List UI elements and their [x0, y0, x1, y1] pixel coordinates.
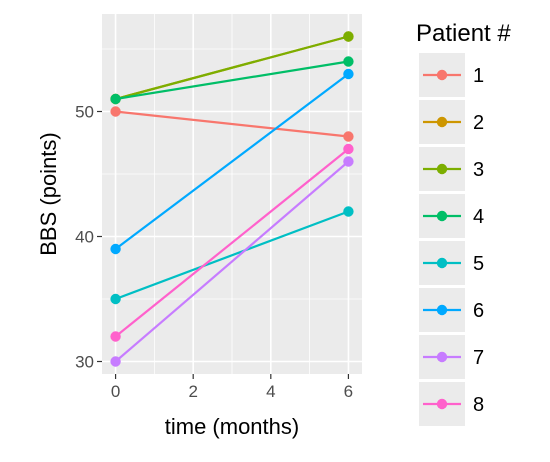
data-point — [343, 206, 354, 217]
series-line — [115, 35, 349, 101]
series-line — [115, 60, 349, 101]
legend-title: Patient # — [416, 20, 511, 47]
legend-key-point — [436, 163, 448, 175]
series-line — [115, 110, 349, 138]
series-patient-1 — [110, 106, 354, 142]
legend-label: 5 — [473, 253, 484, 275]
axes: 0 2 4 6 30 40 50 — [75, 103, 353, 402]
legend-item-6: 6 — [419, 288, 484, 332]
x-tick-label: 4 — [266, 382, 275, 401]
legend-label: 6 — [473, 300, 484, 322]
y-tick-label: 30 — [75, 353, 94, 372]
y-axis-title: BBS (points) — [36, 132, 61, 256]
legend-key-point — [436, 304, 448, 316]
series-patient-8 — [110, 143, 354, 342]
legend-label: 7 — [473, 347, 484, 369]
data-point — [343, 68, 354, 80]
legend-item-8: 8 — [419, 382, 484, 426]
legend-label: 1 — [473, 65, 484, 87]
data-point — [110, 293, 121, 305]
legend-label: 2 — [473, 112, 484, 134]
legend-item-1: 1 — [419, 53, 484, 97]
data-point — [343, 143, 354, 155]
legend-key-point — [436, 69, 448, 81]
legend-item-2: 2 — [419, 100, 484, 144]
series-line — [114, 148, 350, 338]
data-point — [343, 56, 354, 67]
series-line — [114, 73, 350, 250]
series-line — [115, 210, 349, 301]
series-layer — [110, 31, 354, 367]
data-point — [110, 93, 121, 105]
data-point — [343, 156, 354, 167]
series-patient-6 — [110, 68, 354, 255]
data-point — [343, 31, 354, 42]
legend-key-point — [436, 351, 448, 363]
legend-item-4: 4 — [419, 194, 484, 238]
legend-item-3: 3 — [419, 147, 484, 191]
x-tick-label: 6 — [344, 382, 353, 401]
data-point — [343, 131, 354, 142]
legend-key-point — [436, 116, 448, 128]
x-tick-label: 0 — [111, 382, 120, 401]
legend-key-point — [436, 257, 448, 269]
series-patient-5 — [110, 206, 354, 305]
series-patient-7 — [110, 156, 354, 367]
legend-item-5: 5 — [419, 241, 484, 285]
data-point — [110, 243, 121, 255]
x-axis-title: time (months) — [165, 414, 299, 439]
series-patient-4 — [110, 56, 354, 105]
legend-key-point — [436, 398, 448, 410]
data-point — [110, 356, 121, 367]
legend-item-7: 7 — [419, 335, 484, 379]
x-tick-label: 2 — [188, 382, 197, 401]
series-line — [114, 160, 350, 363]
y-tick-label: 40 — [75, 228, 94, 247]
data-point — [110, 331, 121, 342]
legend-label: 4 — [473, 206, 484, 228]
legend-label: 3 — [473, 159, 484, 181]
legend-key-point — [436, 210, 448, 222]
legend: Patient # 1 2 3 4 5 6 7 8 — [416, 20, 511, 426]
legend-label: 8 — [473, 394, 484, 416]
data-point — [110, 106, 121, 117]
y-tick-label: 50 — [75, 103, 94, 122]
